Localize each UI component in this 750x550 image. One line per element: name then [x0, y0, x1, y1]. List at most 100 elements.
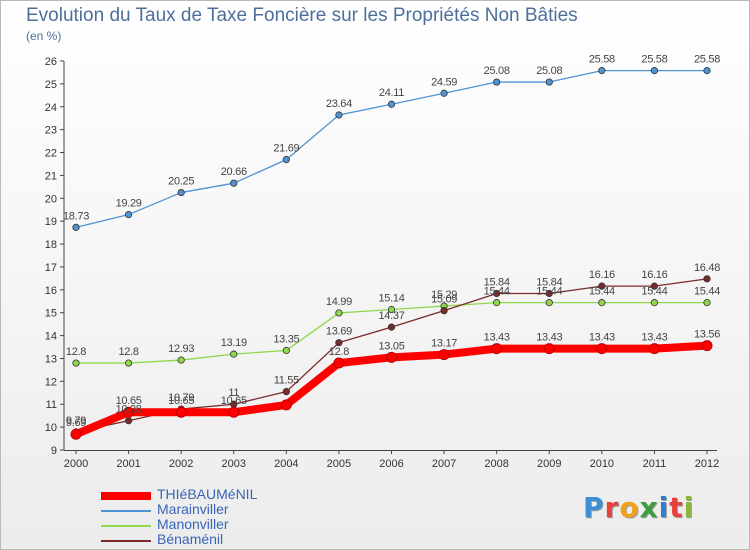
chart-unit-label: (en %) [26, 29, 62, 43]
point-benamenil-2008 [493, 289, 501, 298]
data-label-marainviller-2007: 24.59 [431, 76, 457, 88]
point-manonviller-2006 [387, 305, 396, 314]
y-tick-label-12: 12 [45, 376, 57, 388]
y-tick-label-23: 23 [45, 125, 57, 137]
data-label-marainviller-2008: 25.08 [484, 65, 510, 77]
y-tick-label-19: 19 [45, 216, 57, 228]
data-label-thiebaumenil-2003: 10.65 [221, 395, 247, 407]
data-label-marainviller-2011: 25.58 [641, 54, 667, 66]
point-thiebaumenil-2004 [280, 399, 292, 411]
y-tick-label-16: 16 [45, 285, 57, 297]
data-label-marainviller-2010: 25.58 [589, 54, 615, 66]
data-label-thiebaumenil-2009: 13.43 [536, 332, 562, 344]
point-manonviller-2000 [72, 359, 80, 367]
chart-title: Evolution du Taux de Taxe Foncière sur l… [26, 5, 578, 26]
point-marainviller-2011 [650, 67, 659, 75]
point-marainviller-2005 [335, 111, 343, 119]
x-tick-label-2012: 2012 [695, 458, 719, 470]
point-thiebaumenil-2003 [228, 406, 240, 418]
data-label-marainviller-2006: 24.11 [379, 87, 404, 99]
data-label-benamenil-2007: 15.09 [431, 294, 457, 306]
y-tick-label-22: 22 [45, 148, 57, 160]
y-tick-label-10: 10 [45, 422, 57, 434]
legend-swatch-manonviller [101, 525, 151, 527]
point-marainviller-2009 [545, 78, 553, 86]
legend-label-marainviller: Marainviller [157, 501, 229, 517]
y-tick-label-11: 11 [46, 399, 57, 411]
data-label-manonviller-2003: 13.19 [221, 337, 247, 349]
y-tick-label-17: 17 [45, 262, 57, 274]
point-marainviller-2010 [598, 67, 606, 75]
data-label-thiebaumenil-2002: 10.65 [168, 395, 194, 407]
data-label-benamenil-2009: 15.84 [536, 276, 562, 288]
legend-swatch-benamenil [101, 540, 151, 542]
legend-item-marainviller: Marainviller [101, 501, 341, 518]
data-label-manonviller-2000: 12.8 [66, 346, 86, 358]
data-label-marainviller-2004: 21.69 [273, 143, 299, 155]
x-tick-label-2008: 2008 [484, 458, 508, 470]
point-thiebaumenil-2010 [596, 343, 608, 355]
point-benamenil-2006 [387, 323, 396, 331]
y-tick-label-25: 25 [45, 79, 57, 91]
data-label-marainviller-2012: 25.58 [694, 54, 720, 66]
point-benamenil-2001 [124, 417, 133, 425]
data-label-marainviller-2009: 25.08 [536, 65, 562, 77]
data-label-thiebaumenil-2000: 9.69 [66, 417, 86, 429]
data-label-thiebaumenil-2008: 13.43 [484, 332, 510, 344]
point-manonviller-2003 [230, 350, 238, 358]
data-label-manonviller-2009: 15.44 [536, 286, 562, 298]
data-label-thiebaumenil-2007: 13.17 [431, 338, 457, 350]
data-label-marainviller-2005: 23.64 [326, 98, 352, 110]
data-label-benamenil-2003: 11 [228, 387, 239, 399]
y-tick-label-24: 24 [45, 102, 57, 114]
x-tick-label-2000: 2000 [64, 458, 88, 470]
point-manonviller-2001 [124, 359, 133, 367]
data-label-manonviller-2005: 14.99 [326, 296, 352, 308]
line-chart: 9 10 11 12 13 14 15 16 17 18 19 20 21 22 23 24 25 26 2000 2… [45, 54, 721, 470]
legend-swatch-thiebaumenil [101, 492, 151, 500]
y-tick-label-26: 26 [45, 56, 57, 68]
point-thiebaumenil-2011 [648, 343, 660, 355]
point-benamenil-2004 [282, 388, 290, 396]
point-marainviller-2002 [177, 188, 185, 197]
point-manonviller-2004 [282, 346, 290, 355]
data-label-marainviller-2001: 19.29 [116, 198, 142, 210]
point-manonviller-2010 [598, 299, 606, 307]
point-marainviller-2006 [387, 100, 396, 108]
point-marainviller-2012 [703, 67, 711, 75]
point-manonviller-2012 [703, 299, 711, 307]
legend-item-benamenil: Bénaménil [101, 531, 341, 548]
legend-item-manonviller: Manonviller [101, 516, 341, 533]
data-label-manonviller-2012: 15.44 [694, 286, 720, 298]
x-tick-label-2010: 2010 [590, 458, 614, 470]
x-tick-label-2002: 2002 [169, 458, 193, 470]
point-thiebaumenil-2009 [543, 343, 555, 355]
point-marainviller-2001 [124, 210, 133, 219]
point-manonviller-2008 [493, 299, 501, 307]
data-label-benamenil-2012: 16.48 [694, 262, 720, 274]
point-benamenil-2005 [335, 339, 343, 347]
point-thiebaumenil-2006 [386, 351, 397, 363]
data-label-marainviller-2003: 20.66 [221, 166, 247, 178]
point-marainviller-2004 [282, 156, 290, 164]
data-label-thiebaumenil-2011: 13.43 [641, 332, 667, 344]
y-tick-label-15: 15 [45, 308, 57, 320]
y-tick-label-13: 13 [45, 353, 57, 365]
data-label-benamenil-2011: 16.16 [641, 269, 667, 281]
data-label-benamenil-2008: 15.84 [484, 276, 510, 288]
data-label-marainviller-2000: 18.73 [63, 210, 89, 222]
data-label-manonviller-2010: 15.44 [589, 286, 615, 298]
data-label-thiebaumenil-2005: 12.8 [329, 346, 349, 358]
point-marainviller-2000 [72, 223, 80, 231]
point-marainviller-2008 [493, 78, 501, 86]
data-label-manonviller-2001: 12.8 [118, 346, 138, 358]
x-tick-label-2006: 2006 [379, 458, 403, 470]
x-tick-label-2011: 2011 [643, 458, 667, 470]
data-label-benamenil-2001: 10.28 [116, 404, 142, 416]
y-tick-label-9: 9 [51, 445, 57, 457]
point-benamenil-2011 [650, 282, 659, 290]
point-thiebaumenil-2008 [491, 343, 503, 355]
data-label-manonviller-2011: 15.44 [641, 286, 667, 298]
data-label-thiebaumenil-2010: 13.43 [589, 332, 615, 344]
